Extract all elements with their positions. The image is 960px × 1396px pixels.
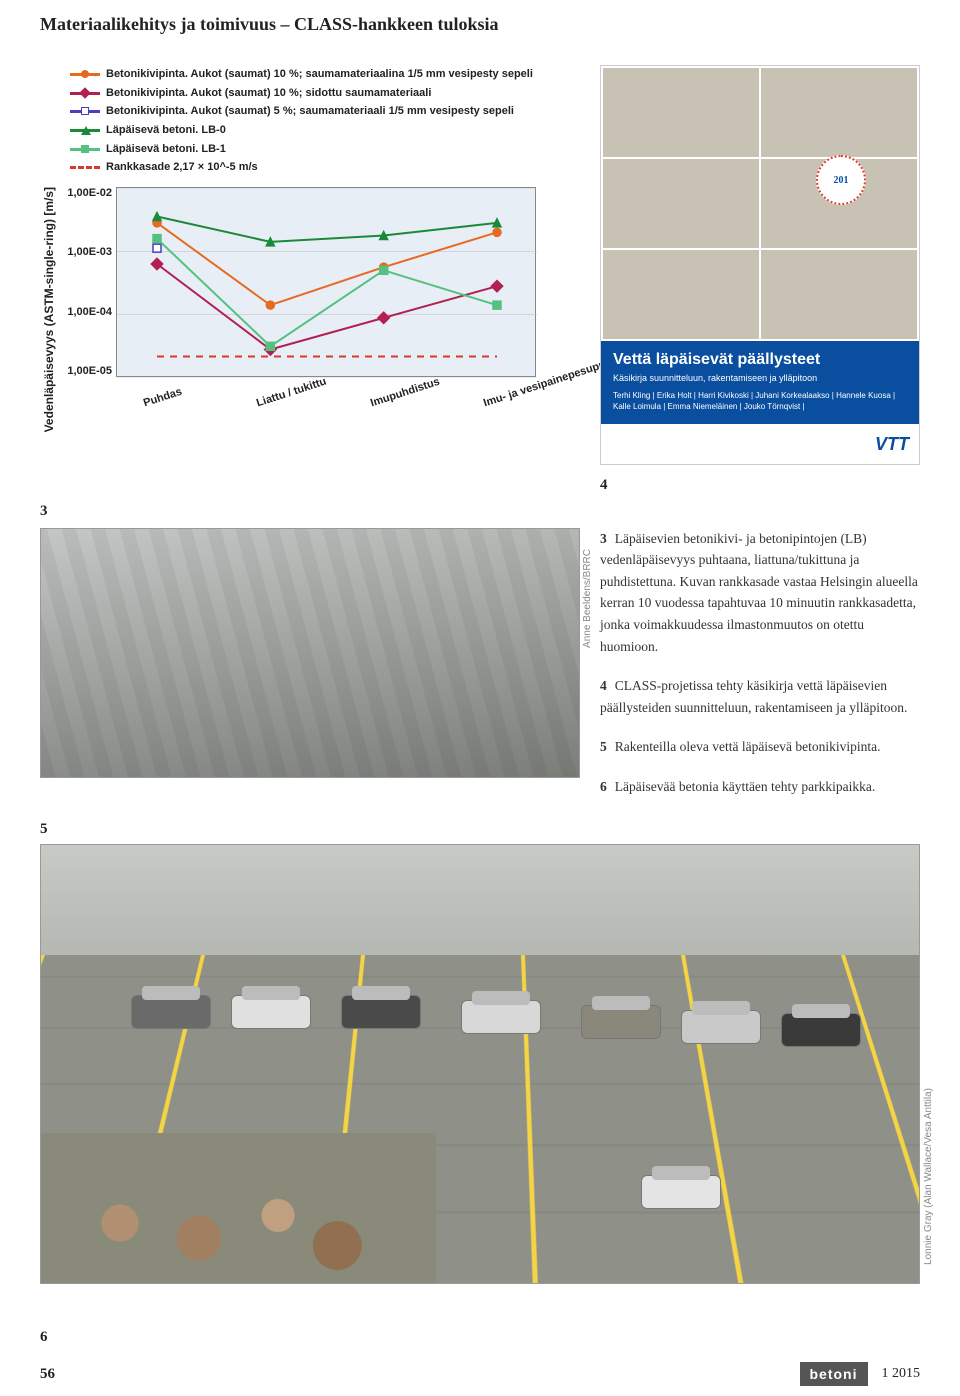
caption-6: 6 Läpäisevää betonia käyttäen tehty parkk… xyxy=(600,776,920,798)
permeability-chart: Betonikivipinta. Aukot (saumat) 10 %; sa… xyxy=(40,65,580,433)
bottom-photo-wrap: Lonnie Gray (Alan Wallace/Vesa Anttila) xyxy=(0,838,960,1284)
chart-column: Betonikivipinta. Aukot (saumat) 10 %; sa… xyxy=(40,65,580,520)
caption-6-num: 6 xyxy=(600,779,607,794)
caption-6-text: Läpäisevää betonia käyttäen tehty parkki… xyxy=(615,779,876,794)
cover-column: Vettä läpäisevät päällysteet Käsikirja s… xyxy=(600,65,920,520)
caption-4: 4CLASS-projetissa tehty käsikirja vettä … xyxy=(600,675,920,718)
photo-credit-6: Lonnie Gray (Alan Wallace/Vesa Anttila) xyxy=(923,1088,934,1265)
cover-title-block: Vettä läpäisevät päällysteet Käsikirja s… xyxy=(601,341,919,424)
caption-3-num: 3 xyxy=(600,531,607,546)
chart-yticks: 1,00E-021,00E-031,00E-041,00E-05 xyxy=(58,187,116,377)
figure-number-4: 4 xyxy=(600,477,920,494)
chart-plot-area: PuhdasLiattu / tukittuImupuhdistusImu- j… xyxy=(116,187,536,377)
cover-title: Vettä läpäisevät päällysteet xyxy=(613,351,907,369)
brand-logo: betoni xyxy=(800,1362,868,1386)
caption-5-text: Rakenteilla oleva vettä läpäisevä betoni… xyxy=(615,739,881,754)
upper-row: Betonikivipinta. Aukot (saumat) 10 %; sa… xyxy=(0,35,960,520)
chart-svg xyxy=(117,188,537,378)
chart-ylabel: Vedenläpäisevyys (ASTM-single-ring) [m/s… xyxy=(40,187,58,432)
cover-footer: VTT xyxy=(601,424,919,464)
page-title: Materiaalikehitys ja toimivuus – CLASS-h… xyxy=(0,0,960,35)
caption-3-text: Läpäisevien betonikivi- ja betonipintoje… xyxy=(600,531,918,654)
caption-5-num: 5 xyxy=(600,739,607,754)
chart-legend: Betonikivipinta. Aukot (saumat) 10 %; sa… xyxy=(70,65,580,177)
cover-subtitle: Käsikirja suunnitteluun, rakentamiseen j… xyxy=(613,373,907,383)
caption-3: 3Läpäisevien betonikivi- ja betonipintoj… xyxy=(600,528,920,658)
technology-badge: 201 xyxy=(816,155,866,205)
caption-4-text: CLASS-projetissa tehty käsikirja vettä l… xyxy=(600,678,907,715)
issue-label: 1 2015 xyxy=(882,1366,921,1382)
book-cover: Vettä läpäisevät päällysteet Käsikirja s… xyxy=(600,65,920,465)
figure-number-5: 5 xyxy=(0,815,960,838)
figure-number-6: 6 xyxy=(40,1329,48,1346)
page-number: 56 xyxy=(40,1366,55,1383)
publisher-logo: VTT xyxy=(875,434,909,455)
middle-row: Anne Beeldens/BRRC 3Läpäisevien betoniki… xyxy=(0,520,960,816)
caption-4-num: 4 xyxy=(600,678,607,693)
rock-landscaping xyxy=(41,1133,436,1283)
footer-right: betoni 1 2015 xyxy=(800,1362,921,1386)
parking-lot-photo xyxy=(40,844,920,1284)
photo-credit-3: Anne Beeldens/BRRC xyxy=(582,549,593,648)
caption-5: 5 Rakenteilla oleva vettä läpäisevä beton… xyxy=(600,736,920,758)
page-footer: 56 betoni 1 2015 xyxy=(0,1352,960,1396)
figure-number-3: 3 xyxy=(40,503,580,520)
caption-block: 3Läpäisevien betonikivi- ja betonipintoj… xyxy=(600,528,920,816)
construction-photo: Anne Beeldens/BRRC xyxy=(40,528,580,778)
cover-image-grid xyxy=(601,66,919,341)
cover-authors: Terhi Kling | Erika Holt | Harri Kivikos… xyxy=(613,391,907,412)
